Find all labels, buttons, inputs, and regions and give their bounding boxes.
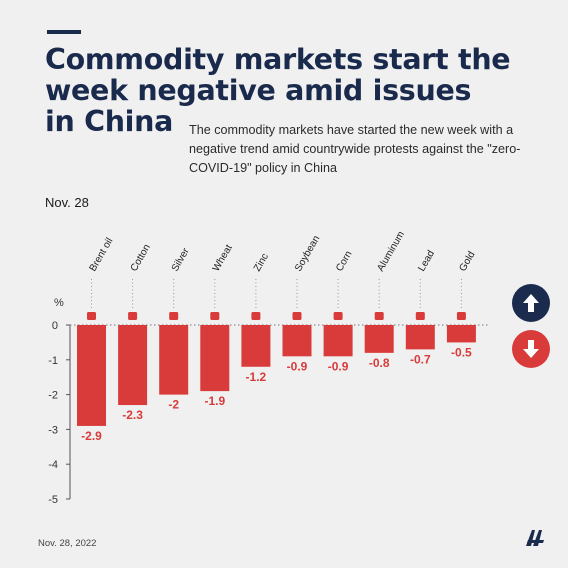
category-label: Soybean	[293, 234, 322, 274]
category-label: Silver	[170, 246, 192, 274]
category-label: Cotton	[129, 242, 153, 273]
bar-value-label: -0.5	[451, 345, 472, 359]
bar	[200, 325, 230, 392]
bar	[77, 325, 106, 426]
category-label: Lead	[416, 249, 437, 274]
bar	[159, 325, 189, 395]
category-label: Brent oil	[88, 236, 116, 273]
y-axis-label: %	[54, 297, 64, 309]
zinc-bar-icon	[251, 312, 261, 320]
y-tick-label: -1	[48, 355, 58, 367]
agency-logo-icon	[526, 530, 544, 546]
silver-bar-icon	[169, 312, 179, 320]
y-tick-label: 0	[52, 320, 58, 332]
bar	[405, 325, 435, 350]
corn-icon	[333, 312, 343, 320]
bar-value-label: -1.2	[246, 370, 267, 384]
y-tick-label: -4	[48, 459, 58, 471]
wheat-icon	[210, 312, 220, 320]
oil-drop-icon	[87, 312, 96, 320]
category-label: Gold	[457, 250, 477, 274]
y-tick-label: -3	[48, 424, 58, 436]
subtitle: The commodity markets have started the n…	[189, 123, 521, 175]
arrow-down-icon	[512, 330, 550, 368]
title-accent-rule	[47, 30, 81, 34]
bar-value-label: -2	[168, 398, 179, 412]
gold-bar-icon	[456, 312, 466, 320]
category-label: Corn	[334, 249, 354, 273]
bar-value-label: -0.8	[369, 356, 390, 370]
page-title: Commodity markets start the week negativ…	[45, 44, 535, 137]
soybean-icon	[292, 312, 302, 320]
bar	[118, 325, 148, 406]
arrow-up-icon	[512, 284, 550, 322]
bar-value-label: -2.3	[122, 408, 143, 422]
cotton-icon	[128, 312, 138, 320]
y-tick-label: -5	[48, 494, 58, 506]
title-line-3: in China	[45, 105, 174, 138]
bar-value-label: -1.9	[204, 394, 225, 408]
title-line-1: Commodity markets start the	[45, 43, 511, 76]
bar	[446, 325, 476, 343]
y-tick-label: -2	[48, 390, 58, 402]
bar-value-label: -0.9	[287, 359, 308, 373]
bar	[241, 325, 271, 367]
aluminum-bar-icon	[374, 312, 384, 320]
bar	[323, 325, 353, 357]
bar-value-label: -0.7	[410, 352, 431, 366]
category-label: Aluminum	[375, 229, 407, 273]
lead-bar-icon	[415, 312, 425, 320]
category-label: Zinc	[252, 252, 271, 274]
bar	[282, 325, 312, 357]
footer-date: Nov. 28, 2022	[38, 538, 97, 549]
chart-date-label: Nov. 28	[45, 195, 89, 210]
title-line-2: week negative amid issues	[45, 74, 472, 107]
bar-value-label: -2.9	[81, 429, 102, 443]
category-label: Wheat	[211, 243, 235, 274]
bar	[364, 325, 394, 353]
bar-value-label: -0.9	[328, 359, 349, 373]
